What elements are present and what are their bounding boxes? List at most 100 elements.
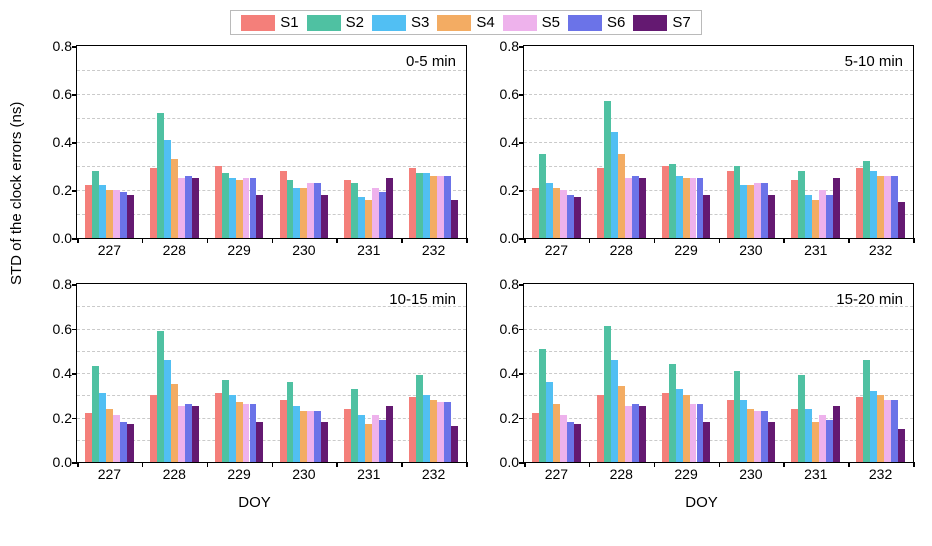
bar bbox=[185, 176, 192, 238]
bar bbox=[127, 424, 134, 462]
legend-item: S3 bbox=[372, 14, 429, 31]
x-tick-label: 232 bbox=[422, 238, 445, 258]
bar bbox=[870, 171, 877, 238]
bar bbox=[386, 406, 393, 462]
bar bbox=[805, 195, 812, 238]
bar bbox=[676, 176, 683, 238]
bar bbox=[171, 384, 178, 462]
bar bbox=[430, 176, 437, 238]
bar bbox=[676, 389, 683, 462]
bar bbox=[409, 168, 416, 238]
bar bbox=[250, 178, 257, 238]
x-tick-mark bbox=[272, 462, 274, 467]
bar bbox=[444, 176, 451, 238]
legend-label: S5 bbox=[542, 14, 560, 31]
bar bbox=[812, 200, 819, 238]
bar bbox=[877, 176, 884, 238]
bar bbox=[560, 190, 567, 238]
bars bbox=[77, 46, 466, 238]
x-tick-label: 228 bbox=[610, 238, 633, 258]
x-tick-label: 229 bbox=[674, 238, 697, 258]
bar bbox=[898, 429, 905, 462]
bar bbox=[625, 178, 632, 238]
bar bbox=[416, 375, 423, 462]
x-tick-label: 228 bbox=[610, 462, 633, 482]
bars bbox=[524, 284, 913, 462]
bar bbox=[791, 409, 798, 462]
bar bbox=[819, 190, 826, 238]
x-tick-mark bbox=[654, 238, 656, 243]
bar bbox=[683, 178, 690, 238]
legend-swatch bbox=[241, 15, 275, 31]
x-tick-mark bbox=[913, 462, 915, 467]
bar bbox=[344, 409, 351, 462]
bar bbox=[863, 161, 870, 238]
bar bbox=[532, 188, 539, 238]
bar bbox=[611, 360, 618, 462]
bar bbox=[256, 422, 263, 462]
bar bbox=[662, 166, 669, 238]
bar bbox=[727, 400, 734, 462]
bar bbox=[379, 420, 386, 462]
bar bbox=[618, 154, 625, 238]
bar bbox=[120, 192, 127, 238]
bar bbox=[365, 424, 372, 462]
bars bbox=[77, 284, 466, 462]
bar bbox=[768, 195, 775, 238]
bar bbox=[567, 195, 574, 238]
bar bbox=[747, 409, 754, 462]
legend-item: S7 bbox=[633, 14, 690, 31]
panel-label: 0-5 min bbox=[406, 53, 456, 70]
bar bbox=[539, 154, 546, 238]
bar bbox=[761, 411, 768, 462]
x-tick-mark bbox=[783, 462, 785, 467]
x-tick-mark bbox=[336, 238, 338, 243]
x-tick-mark bbox=[401, 462, 403, 467]
bar bbox=[437, 176, 444, 238]
panel: 0.00.20.40.60.822722822923023123215-20 m… bbox=[485, 279, 918, 511]
bar bbox=[791, 180, 798, 238]
x-tick-label: 227 bbox=[545, 238, 568, 258]
x-tick-label: 232 bbox=[869, 238, 892, 258]
bar bbox=[891, 176, 898, 238]
bar bbox=[574, 424, 581, 462]
bar bbox=[768, 422, 775, 462]
bar bbox=[192, 178, 199, 238]
bar bbox=[287, 180, 294, 238]
bar bbox=[293, 188, 300, 238]
x-tick-label: 229 bbox=[227, 238, 250, 258]
bar bbox=[243, 178, 250, 238]
legend-label: S3 bbox=[411, 14, 429, 31]
x-tick-label: 230 bbox=[739, 238, 762, 258]
bar bbox=[344, 180, 351, 238]
bar bbox=[307, 183, 314, 238]
legend-label: S2 bbox=[346, 14, 364, 31]
bar bbox=[280, 400, 287, 462]
bar bbox=[164, 360, 171, 462]
bar bbox=[754, 183, 761, 238]
bar bbox=[99, 393, 106, 462]
bar bbox=[833, 406, 840, 462]
bar bbox=[222, 173, 229, 238]
x-tick-mark bbox=[207, 462, 209, 467]
bar bbox=[703, 422, 710, 462]
bar bbox=[740, 185, 747, 238]
bar bbox=[150, 395, 157, 462]
legend-label: S6 bbox=[607, 14, 625, 31]
bar bbox=[870, 391, 877, 462]
x-tick-label: 229 bbox=[674, 462, 697, 482]
bar bbox=[734, 371, 741, 462]
bar bbox=[229, 178, 236, 238]
x-tick-mark bbox=[466, 462, 468, 467]
bar bbox=[229, 395, 236, 462]
bar bbox=[164, 140, 171, 238]
x-tick-label: 231 bbox=[804, 462, 827, 482]
bar bbox=[351, 389, 358, 462]
x-tick-mark bbox=[142, 462, 144, 467]
bar bbox=[574, 197, 581, 238]
bar bbox=[740, 400, 747, 462]
x-tick-mark bbox=[142, 238, 144, 243]
bar bbox=[553, 188, 560, 238]
x-tick-label: 231 bbox=[804, 238, 827, 258]
x-tick-label: 232 bbox=[422, 462, 445, 482]
